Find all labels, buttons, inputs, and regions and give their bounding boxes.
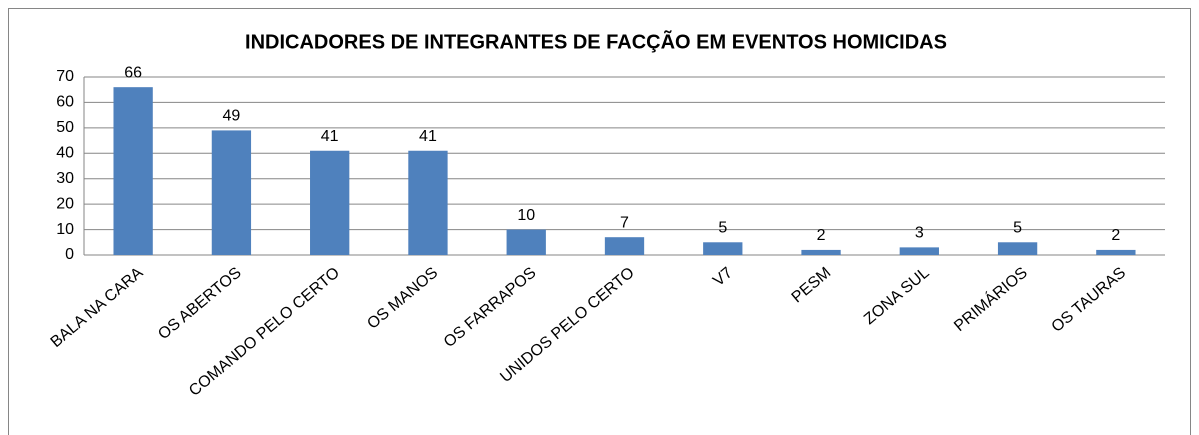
bar (310, 150, 350, 255)
data-label: 5 (1013, 220, 1022, 237)
data-label: 66 (124, 64, 142, 81)
y-tick-label: 70 (56, 68, 74, 85)
data-label: 2 (1111, 227, 1120, 244)
data-label: 41 (419, 128, 437, 145)
bar (899, 247, 939, 255)
bar (1096, 249, 1136, 255)
bar (211, 130, 252, 255)
chart-title: INDICADORES DE INTEGRANTES DE FACÇÃO EM … (245, 30, 947, 53)
y-tick-label: 0 (65, 246, 74, 263)
data-label: 49 (223, 108, 241, 125)
bar (113, 87, 153, 256)
chart-frame (8, 8, 1191, 435)
data-label: 41 (321, 128, 339, 145)
data-label: 7 (620, 214, 629, 231)
data-label: 10 (517, 207, 535, 224)
y-tick-label: 60 (56, 94, 74, 111)
bar (703, 242, 743, 255)
y-tick-label: 30 (56, 170, 74, 187)
y-tick-label: 50 (56, 119, 74, 136)
bar (997, 242, 1038, 255)
y-tick-label: 40 (56, 145, 74, 162)
bar (506, 229, 546, 255)
bar (604, 237, 645, 255)
y-tick-label: 20 (56, 195, 74, 212)
data-label: 3 (915, 225, 924, 242)
bar (801, 249, 841, 255)
bar (408, 150, 448, 255)
data-label: 2 (817, 227, 826, 244)
data-label: 5 (718, 220, 727, 237)
y-tick-label: 10 (56, 221, 74, 238)
